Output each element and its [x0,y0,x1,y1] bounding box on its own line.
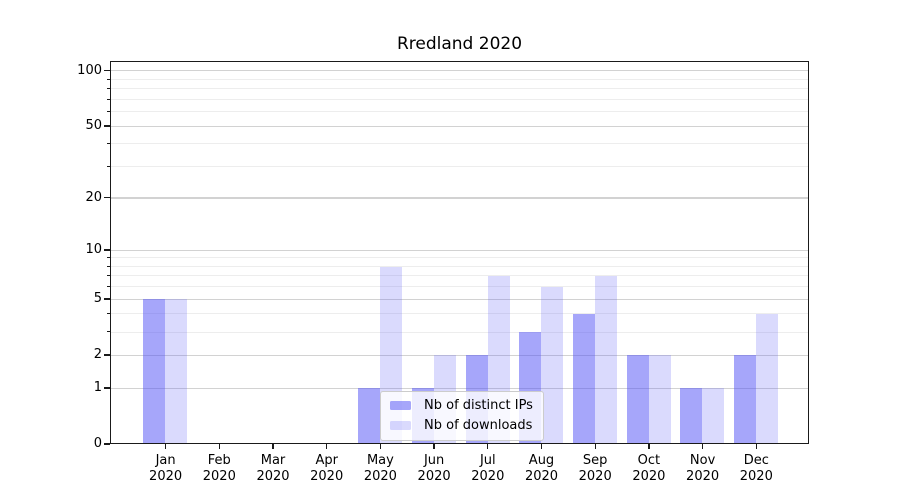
gridline-minor [111,98,808,100]
gridline-minor [111,257,808,259]
bar-nb-of-downloads [165,299,188,443]
x-tick-mark [701,444,704,449]
plot-area [110,61,809,444]
bar-nb-of-distinct-ips [626,355,649,443]
y-minor-tick-mark [106,331,110,333]
y-tick-label: 50 [85,117,102,133]
y-tick-mark [104,298,110,300]
legend-item: Nb of distinct IPs [390,398,533,413]
y-tick-mark [104,197,110,199]
x-tick-mark [540,444,543,449]
gridline-major [111,197,808,199]
gridline-minor [111,78,808,80]
y-minor-tick-mark [106,78,110,80]
y-minor-tick-mark [106,257,110,259]
gridline-minor [111,286,808,288]
y-tick-label: 0 [93,436,102,451]
x-tick-mark [164,444,167,449]
bar-nb-of-downloads [756,314,778,443]
x-tick-mark [433,444,435,449]
x-tick-label: Jan 2020 [149,453,183,484]
legend-swatch-nb-of-downloads [390,420,411,431]
y-tick-label: 2 [93,347,102,363]
legend-item: Nb of downloads [390,418,533,433]
y-minor-tick-mark [106,87,110,89]
bar-nb-of-downloads [702,388,725,443]
gridline-minor [111,331,808,333]
x-tick-mark [487,444,489,449]
x-tick-label: Jul 2020 [471,453,505,484]
y-minor-tick-mark [106,286,110,288]
x-tick-label: Oct 2020 [632,453,666,484]
y-minor-tick-mark [106,165,110,167]
y-tick-label: 1 [93,379,102,395]
x-tick-mark [218,444,220,449]
x-tick-mark [594,444,596,449]
gridline-minor [111,88,808,90]
y-minor-tick-mark [106,275,110,277]
x-tick-mark [755,444,757,449]
bar-nb-of-distinct-ips [680,388,703,443]
x-tick-mark [379,444,382,449]
y-minor-tick-mark [106,265,110,267]
x-tick-label: Aug 2020 [524,453,559,484]
x-tick-label: May 2020 [363,453,397,484]
gridline-minor [111,165,808,167]
y-tick-mark [104,354,110,356]
bar-nb-of-distinct-ips [358,388,381,443]
bar-nb-of-distinct-ips [572,314,595,443]
bar-nb-of-distinct-ips [143,299,166,443]
x-tick-label: Jun 2020 [417,453,451,484]
x-tick-label: Dec 2020 [739,453,773,484]
x-tick-mark [272,444,274,449]
x-tick-mark [326,444,328,449]
y-tick-mark [104,125,110,127]
y-tick-label: 20 [85,189,102,205]
y-tick-mark [104,249,110,251]
gridline-major [111,354,808,356]
bar-nb-of-downloads [541,286,564,443]
x-tick-mark [648,444,650,449]
y-minor-tick-mark [106,110,110,112]
bar-nb-of-distinct-ips [734,355,756,443]
gridline-minor [111,111,808,113]
x-tick-label: Apr 2020 [310,453,344,484]
y-minor-tick-mark [106,143,110,145]
legend-label: Nb of distinct IPs [424,398,533,413]
x-tick-label: Sep 2020 [578,453,612,484]
y-tick-mark [104,69,110,72]
bar-nb-of-downloads [594,276,617,443]
gridline-major [111,125,808,127]
x-tick-label: Feb 2020 [202,453,236,484]
y-minor-tick-mark [106,313,110,315]
bar-nb-of-downloads [648,355,671,443]
chart-title: Rredland 2020 [396,34,523,54]
gridline-minor [111,313,808,315]
gridline-minor [111,275,808,277]
y-tick-label: 5 [93,291,102,307]
x-tick-label: Mar 2020 [256,453,290,484]
y-tick-label: 10 [85,241,102,257]
x-tick-label: Nov 2020 [686,453,720,484]
gridline-major [111,249,808,251]
y-minor-tick-mark [106,98,110,100]
legend-label: Nb of downloads [424,418,533,433]
y-tick-mark [104,387,110,389]
y-tick-label: 100 [77,62,102,78]
gridline-major [111,70,808,72]
gridline-minor [111,265,808,267]
y-tick-mark [104,443,110,445]
gridline-major [111,298,808,300]
gridline-minor [111,143,808,145]
legend-swatch-nb-of-distinct-ips [390,400,411,411]
legend: Nb of distinct IPs Nb of downloads [380,391,544,441]
